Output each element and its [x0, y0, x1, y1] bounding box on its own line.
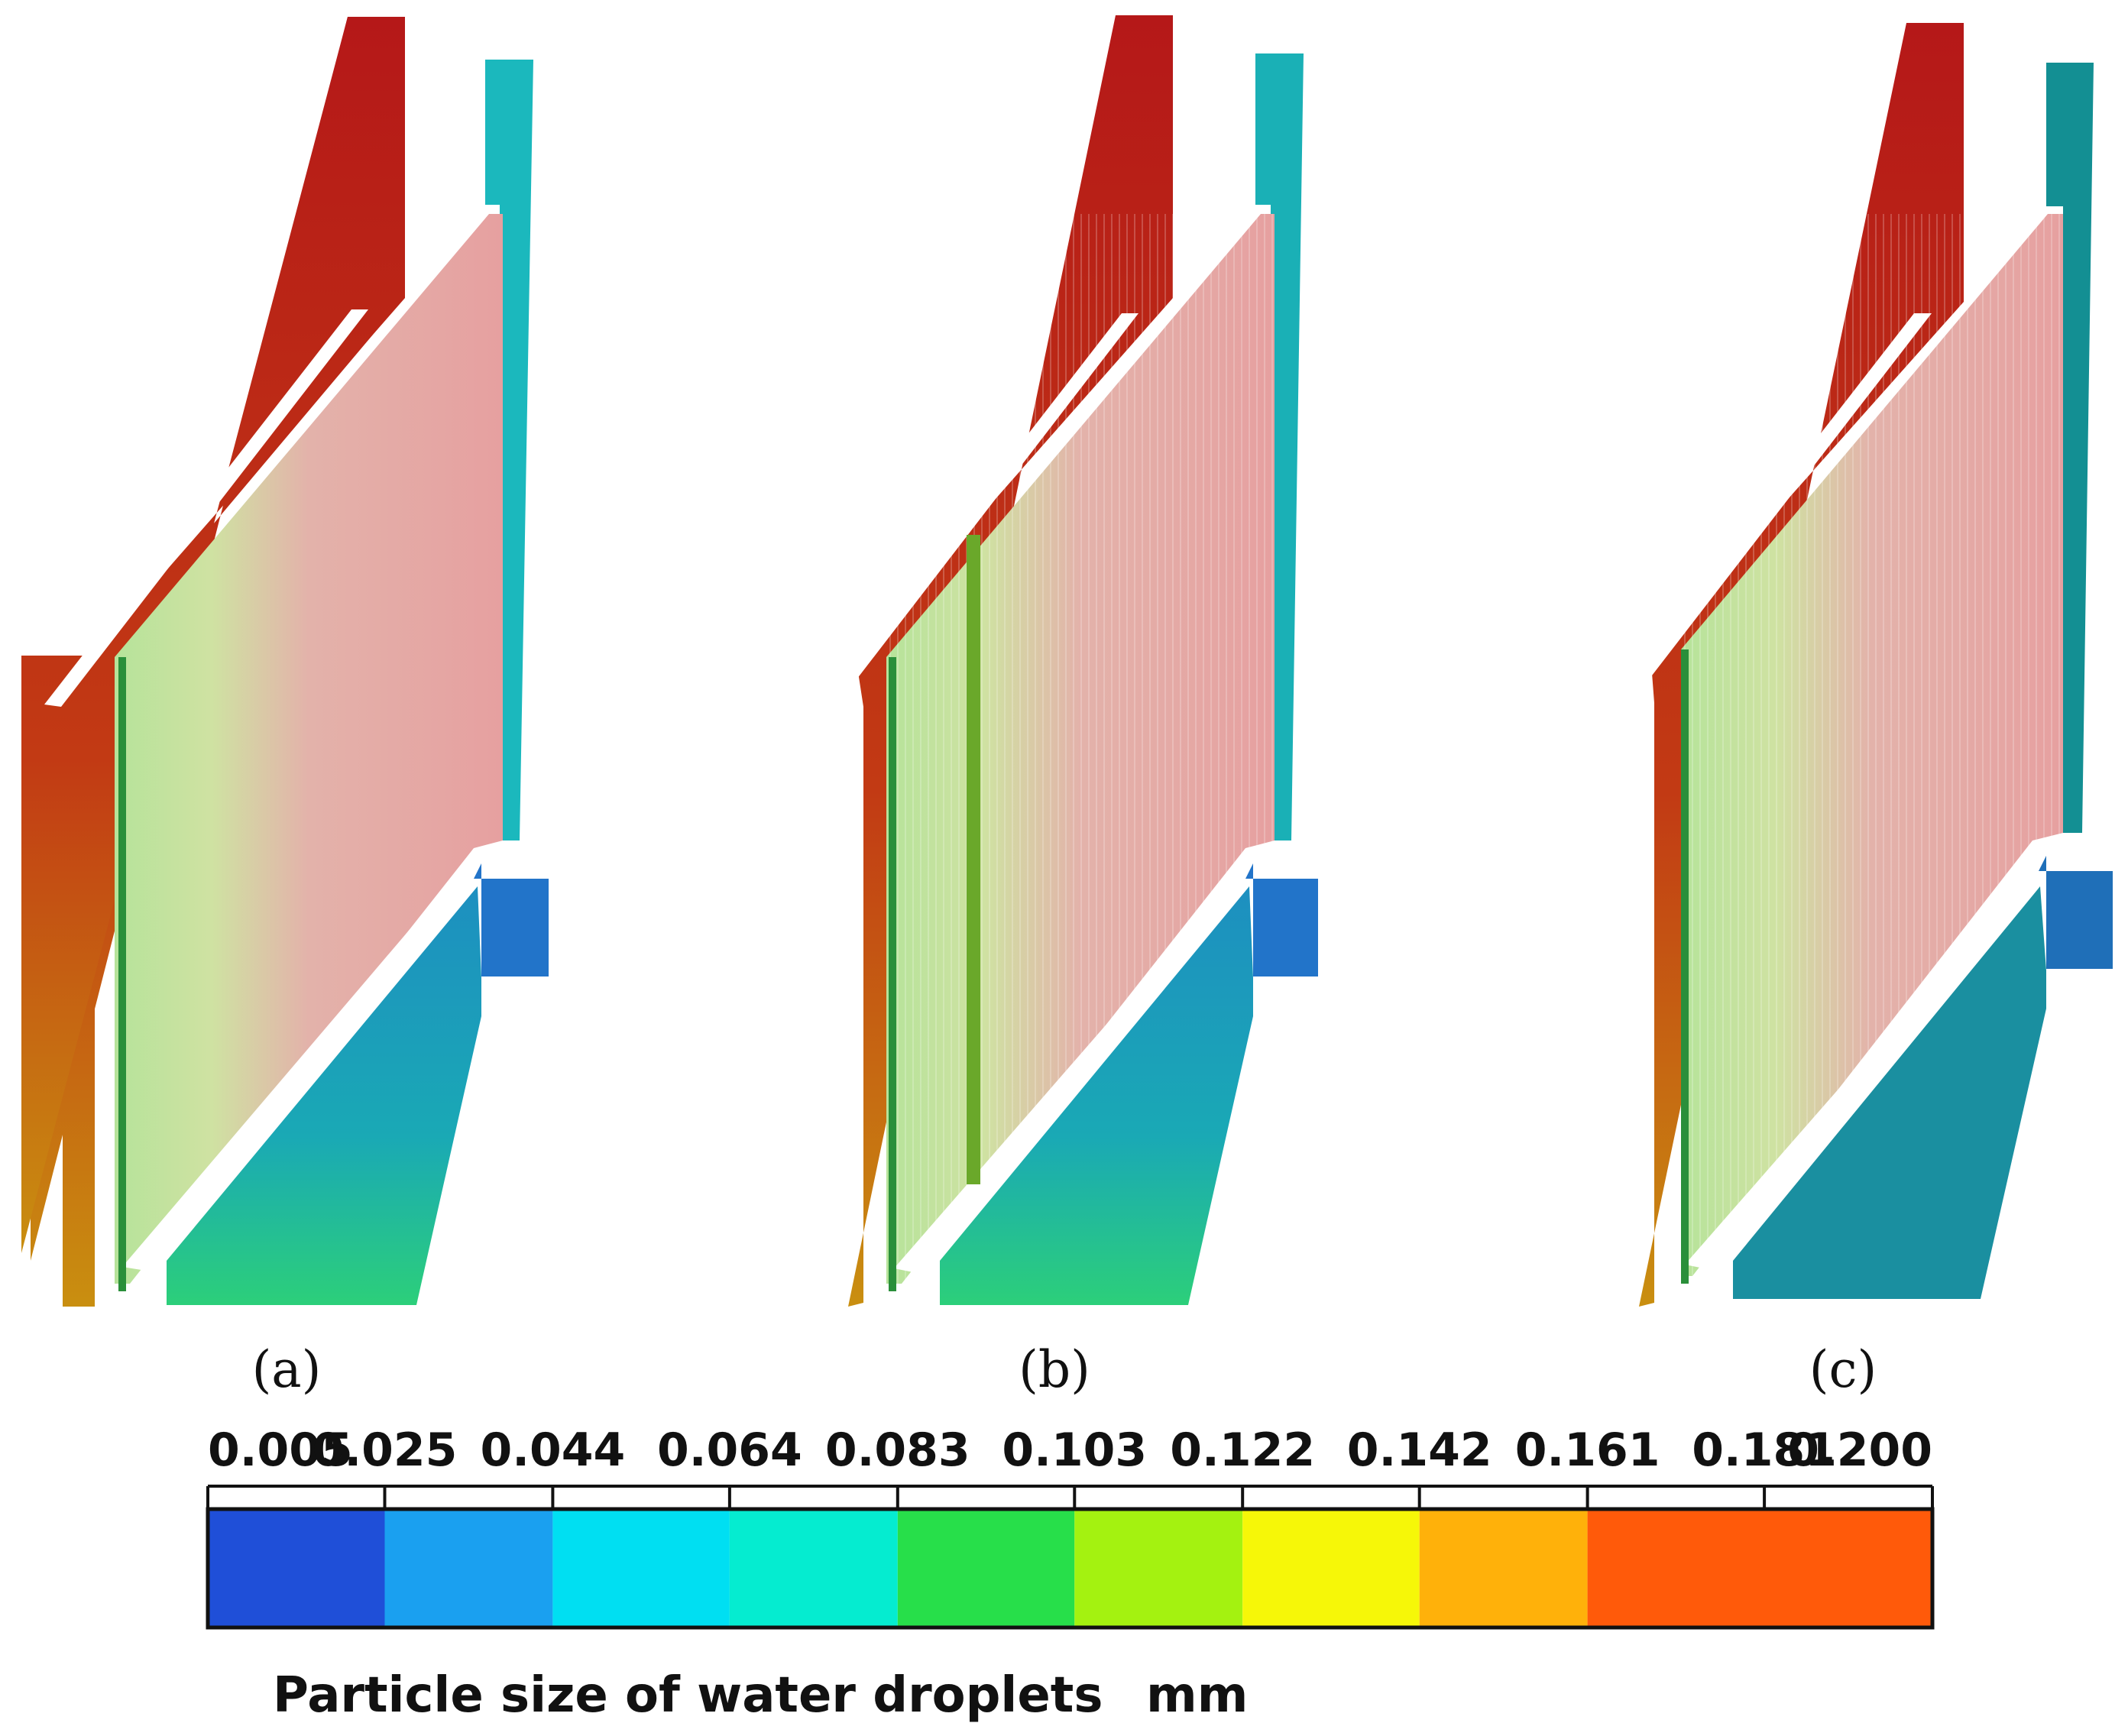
colorbar-tick-label: 0.025	[313, 1423, 458, 1477]
panel-label-b: (b)	[1019, 1340, 1090, 1399]
middle-plate-divider	[967, 535, 980, 1184]
panel-label-a: (a)	[252, 1340, 322, 1399]
inlet-duct	[21, 17, 405, 1307]
colorbar-title: Particle size of water droplets	[273, 1667, 1103, 1724]
panel-a	[21, 17, 549, 1307]
colorbar-tick-label: 0.083	[825, 1423, 970, 1477]
panel-label-c: (c)	[1809, 1340, 1877, 1399]
colorbar-frame	[206, 1507, 1935, 1630]
colorbar-bands	[208, 1509, 1932, 1628]
colorbar-band	[729, 1509, 898, 1628]
top-outlet	[485, 60, 533, 840]
top-outlet	[2046, 63, 2094, 833]
colorbar-band	[1419, 1509, 1588, 1628]
lower-gap	[894, 856, 1271, 1272]
panel-c	[1608, 23, 2113, 1307]
hopper	[940, 886, 1253, 1305]
top-outlet	[1255, 53, 1304, 840]
colorbar-band	[1587, 1509, 1932, 1628]
hopper	[167, 886, 481, 1305]
hopper	[1733, 886, 2046, 1299]
upper-gap	[814, 313, 1138, 712]
colorbar-tick-label: 0.064	[657, 1423, 802, 1477]
upper-gap	[1608, 313, 1932, 709]
colorbar-ticks	[206, 1486, 1934, 1509]
panel-b	[814, 15, 1318, 1307]
colorbar-tick-label: 0.103	[1002, 1423, 1147, 1477]
bottom-outlet	[2039, 856, 2113, 969]
colorbar-tick-label: 0.005	[208, 1423, 353, 1477]
colorbar-unit: mm	[1146, 1667, 1248, 1724]
colorbar-tick-label: 0.044	[481, 1423, 626, 1477]
colorbar-tick-label: 0.181	[1692, 1423, 1837, 1477]
lower-gap	[122, 854, 491, 1270]
bottom-outlet	[1245, 863, 1318, 976]
colorbar-tick-label: 0.142	[1347, 1423, 1492, 1477]
colorbar-tick-label: 0.200	[1787, 1423, 1932, 1477]
colorbar-band	[384, 1509, 553, 1628]
bottom-outlet	[474, 863, 549, 976]
colorbar-band	[1242, 1509, 1420, 1628]
colorbar-band	[552, 1509, 730, 1628]
separator-plates	[115, 214, 503, 1284]
colorbar-tick-label: 0.161	[1515, 1423, 1660, 1477]
lower-gap	[1685, 854, 2063, 1268]
colorbar-band	[208, 1509, 385, 1628]
colorbar-band	[897, 1509, 1075, 1628]
colorbar-tick-label: 0.122	[1170, 1423, 1315, 1477]
colorbar-band	[1074, 1509, 1243, 1628]
upper-gap	[44, 309, 368, 707]
